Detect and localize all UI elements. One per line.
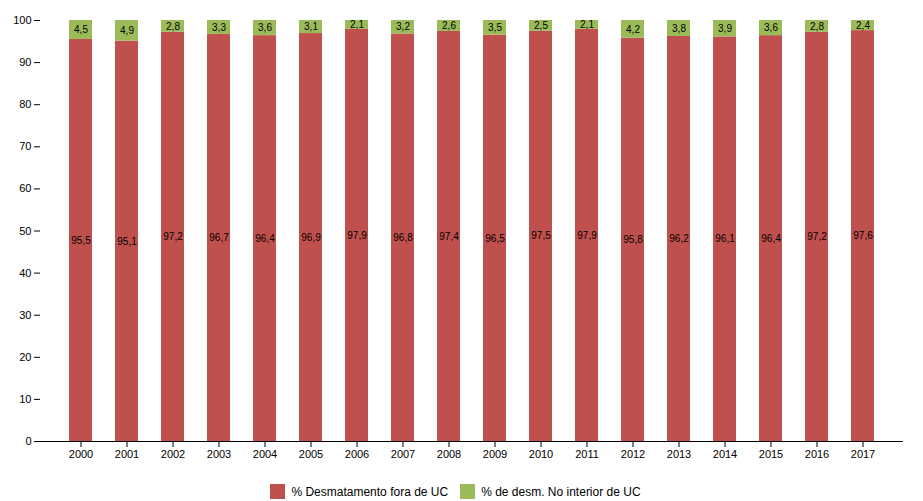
svg-text:2002: 2002 <box>161 448 185 460</box>
svg-text:2010: 2010 <box>529 448 553 460</box>
svg-text:97,2: 97,2 <box>807 231 827 242</box>
svg-text:2007: 2007 <box>391 448 415 460</box>
svg-text:4,5: 4,5 <box>74 24 88 35</box>
svg-text:30: 30 <box>19 309 31 321</box>
svg-text:0: 0 <box>25 435 31 447</box>
svg-text:3,1: 3,1 <box>304 21 318 32</box>
svg-text:2016: 2016 <box>805 448 829 460</box>
svg-text:2,4: 2,4 <box>856 20 870 31</box>
svg-text:2,6: 2,6 <box>442 20 456 31</box>
svg-text:2001: 2001 <box>115 448 139 460</box>
svg-text:2,8: 2,8 <box>166 21 180 32</box>
svg-text:2012: 2012 <box>621 448 645 460</box>
svg-text:4,9: 4,9 <box>120 25 134 36</box>
svg-text:96,4: 96,4 <box>255 233 275 244</box>
svg-text:2000: 2000 <box>69 448 93 460</box>
svg-text:2006: 2006 <box>345 448 369 460</box>
svg-text:96,8: 96,8 <box>393 232 413 243</box>
svg-text:96,7: 96,7 <box>209 232 229 243</box>
svg-text:50: 50 <box>19 225 31 237</box>
svg-text:2,5: 2,5 <box>534 20 548 31</box>
svg-text:95,5: 95,5 <box>71 235 91 246</box>
svg-text:2003: 2003 <box>207 448 231 460</box>
svg-text:2014: 2014 <box>713 448 737 460</box>
svg-text:95,8: 95,8 <box>623 234 643 245</box>
svg-text:90: 90 <box>19 56 31 68</box>
svg-text:80: 80 <box>19 98 31 110</box>
svg-text:3,9: 3,9 <box>718 23 732 34</box>
svg-text:40: 40 <box>19 267 31 279</box>
svg-text:96,4: 96,4 <box>761 233 781 244</box>
svg-text:10: 10 <box>19 393 31 405</box>
svg-text:2008: 2008 <box>437 448 461 460</box>
svg-text:4,2: 4,2 <box>626 24 640 35</box>
svg-text:97,4: 97,4 <box>439 231 459 242</box>
svg-text:3,2: 3,2 <box>396 21 410 32</box>
svg-text:20: 20 <box>19 351 31 363</box>
svg-text:2015: 2015 <box>759 448 783 460</box>
svg-text:96,9: 96,9 <box>301 232 321 243</box>
svg-text:97,5: 97,5 <box>531 230 551 241</box>
svg-text:100: 100 <box>13 14 31 26</box>
html-text:% de desm. No interior de UC: % de desm. No interior de UC <box>481 484 641 499</box>
svg-text:97,9: 97,9 <box>577 230 597 241</box>
svg-text:70: 70 <box>19 140 31 152</box>
svg-text:97,6: 97,6 <box>853 230 873 241</box>
svg-text:2005: 2005 <box>299 448 323 460</box>
svg-text:96,2: 96,2 <box>669 233 689 244</box>
svg-text:2011: 2011 <box>575 448 599 460</box>
svg-text:2009: 2009 <box>483 448 507 460</box>
svg-text:97,2: 97,2 <box>163 231 183 242</box>
svg-text:2,8: 2,8 <box>810 21 824 32</box>
svg-text:60: 60 <box>19 182 31 194</box>
svg-text:2,1: 2,1 <box>580 19 594 30</box>
svg-text:3,3: 3,3 <box>212 22 226 33</box>
svg-text:2013: 2013 <box>667 448 691 460</box>
svg-text:3,8: 3,8 <box>672 23 686 34</box>
svg-text:3,6: 3,6 <box>258 22 272 33</box>
svg-text:95,1: 95,1 <box>117 236 137 247</box>
svg-text:2017: 2017 <box>851 448 875 460</box>
svg-text:96,1: 96,1 <box>715 233 735 244</box>
svg-text:3,5: 3,5 <box>488 22 502 33</box>
svg-text:97,9: 97,9 <box>347 230 367 241</box>
svg-text:96,5: 96,5 <box>485 233 505 244</box>
svg-text:2,1: 2,1 <box>350 19 364 30</box>
html-text:% Desmatamento fora de UC: % Desmatamento fora de UC <box>291 484 449 499</box>
svg-text:2004: 2004 <box>253 448 277 460</box>
svg-text:3,6: 3,6 <box>764 22 778 33</box>
